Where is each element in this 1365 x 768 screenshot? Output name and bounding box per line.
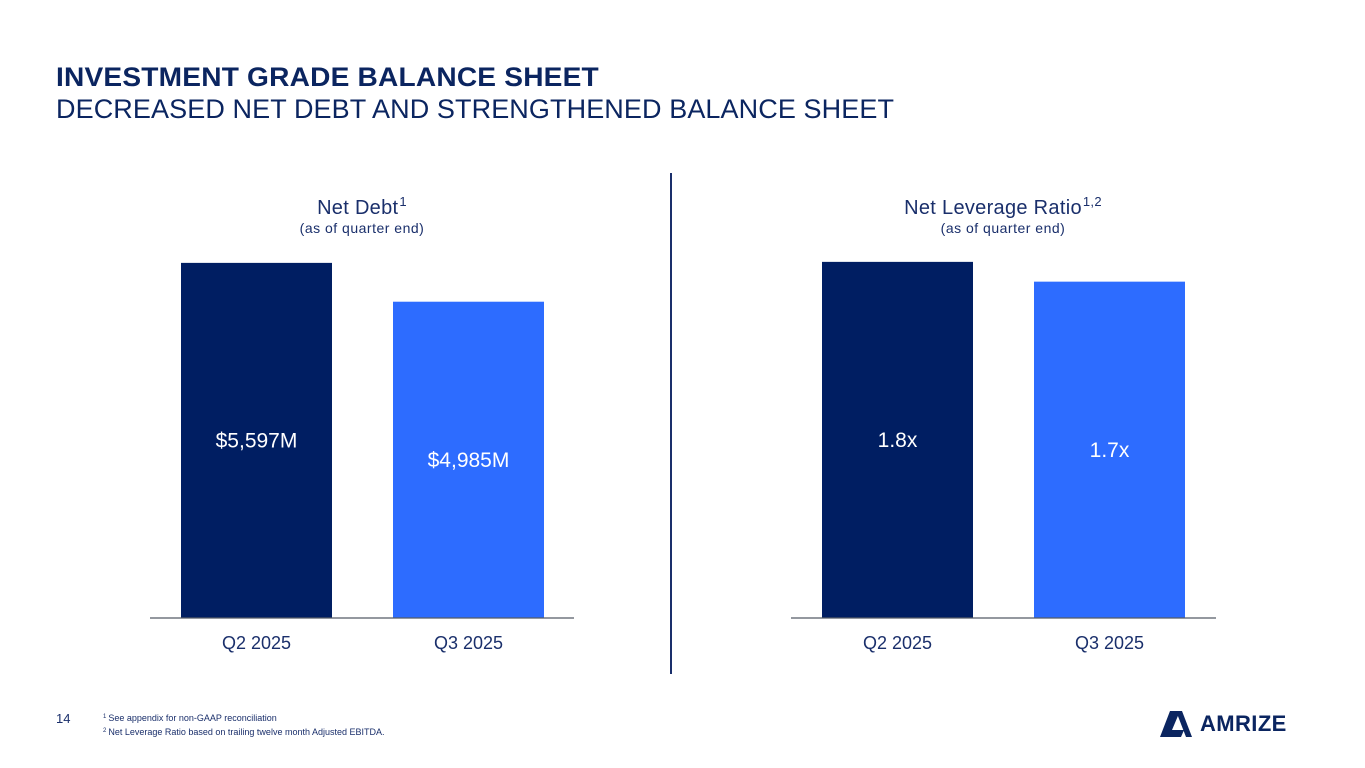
slide-subtitle: DECREASED NET DEBT AND STRENGTHENED BALA… bbox=[56, 94, 895, 124]
net-debt-bar-q2-2025 bbox=[181, 262, 332, 618]
net-leverage-chart-title: Net Leverage Ratio1,2 bbox=[904, 194, 1102, 219]
net-leverage-category-label: Q3 2025 bbox=[1075, 633, 1144, 653]
net-debt-bar-q3-2025 bbox=[393, 301, 544, 618]
net-leverage-value-label: 1.8x bbox=[878, 429, 918, 452]
logo-text: AMRIZE bbox=[1200, 711, 1287, 736]
net-debt-value-label: $4,985M bbox=[428, 449, 510, 472]
net-debt-chart-subtitle: (as of quarter end) bbox=[299, 220, 425, 236]
net-leverage-chart-subtitle: (as of quarter end) bbox=[940, 220, 1066, 236]
footnotes: 1 See appendix for non-GAAP reconciliatio… bbox=[103, 711, 385, 739]
net-leverage-value-label: 1.7x bbox=[1090, 439, 1130, 462]
chart-divider bbox=[670, 173, 672, 674]
net-leverage-bar-q2-2025 bbox=[822, 261, 973, 618]
net-debt-category-label: Q2 2025 bbox=[222, 633, 291, 653]
amrize-logo: AMRIZE bbox=[1158, 708, 1287, 740]
net-debt-chart-title: Net Debt1 bbox=[317, 194, 407, 219]
page-number: 14 bbox=[56, 711, 71, 726]
net-leverage-category-label: Q2 2025 bbox=[863, 633, 932, 653]
slide-title: INVESTMENT GRADE BALANCE SHEET bbox=[56, 62, 599, 92]
net-leverage-bar-q3-2025 bbox=[1034, 281, 1185, 618]
net-debt-category-label: Q3 2025 bbox=[434, 633, 503, 653]
amrize-logo-mark-icon bbox=[1160, 711, 1192, 737]
net-debt-value-label: $5,597M bbox=[216, 429, 298, 452]
footnote-2: 2 Net Leverage Ratio based on trailing tw… bbox=[103, 727, 385, 737]
footnote-1: 1 See appendix for non-GAAP reconciliatio… bbox=[103, 713, 277, 723]
